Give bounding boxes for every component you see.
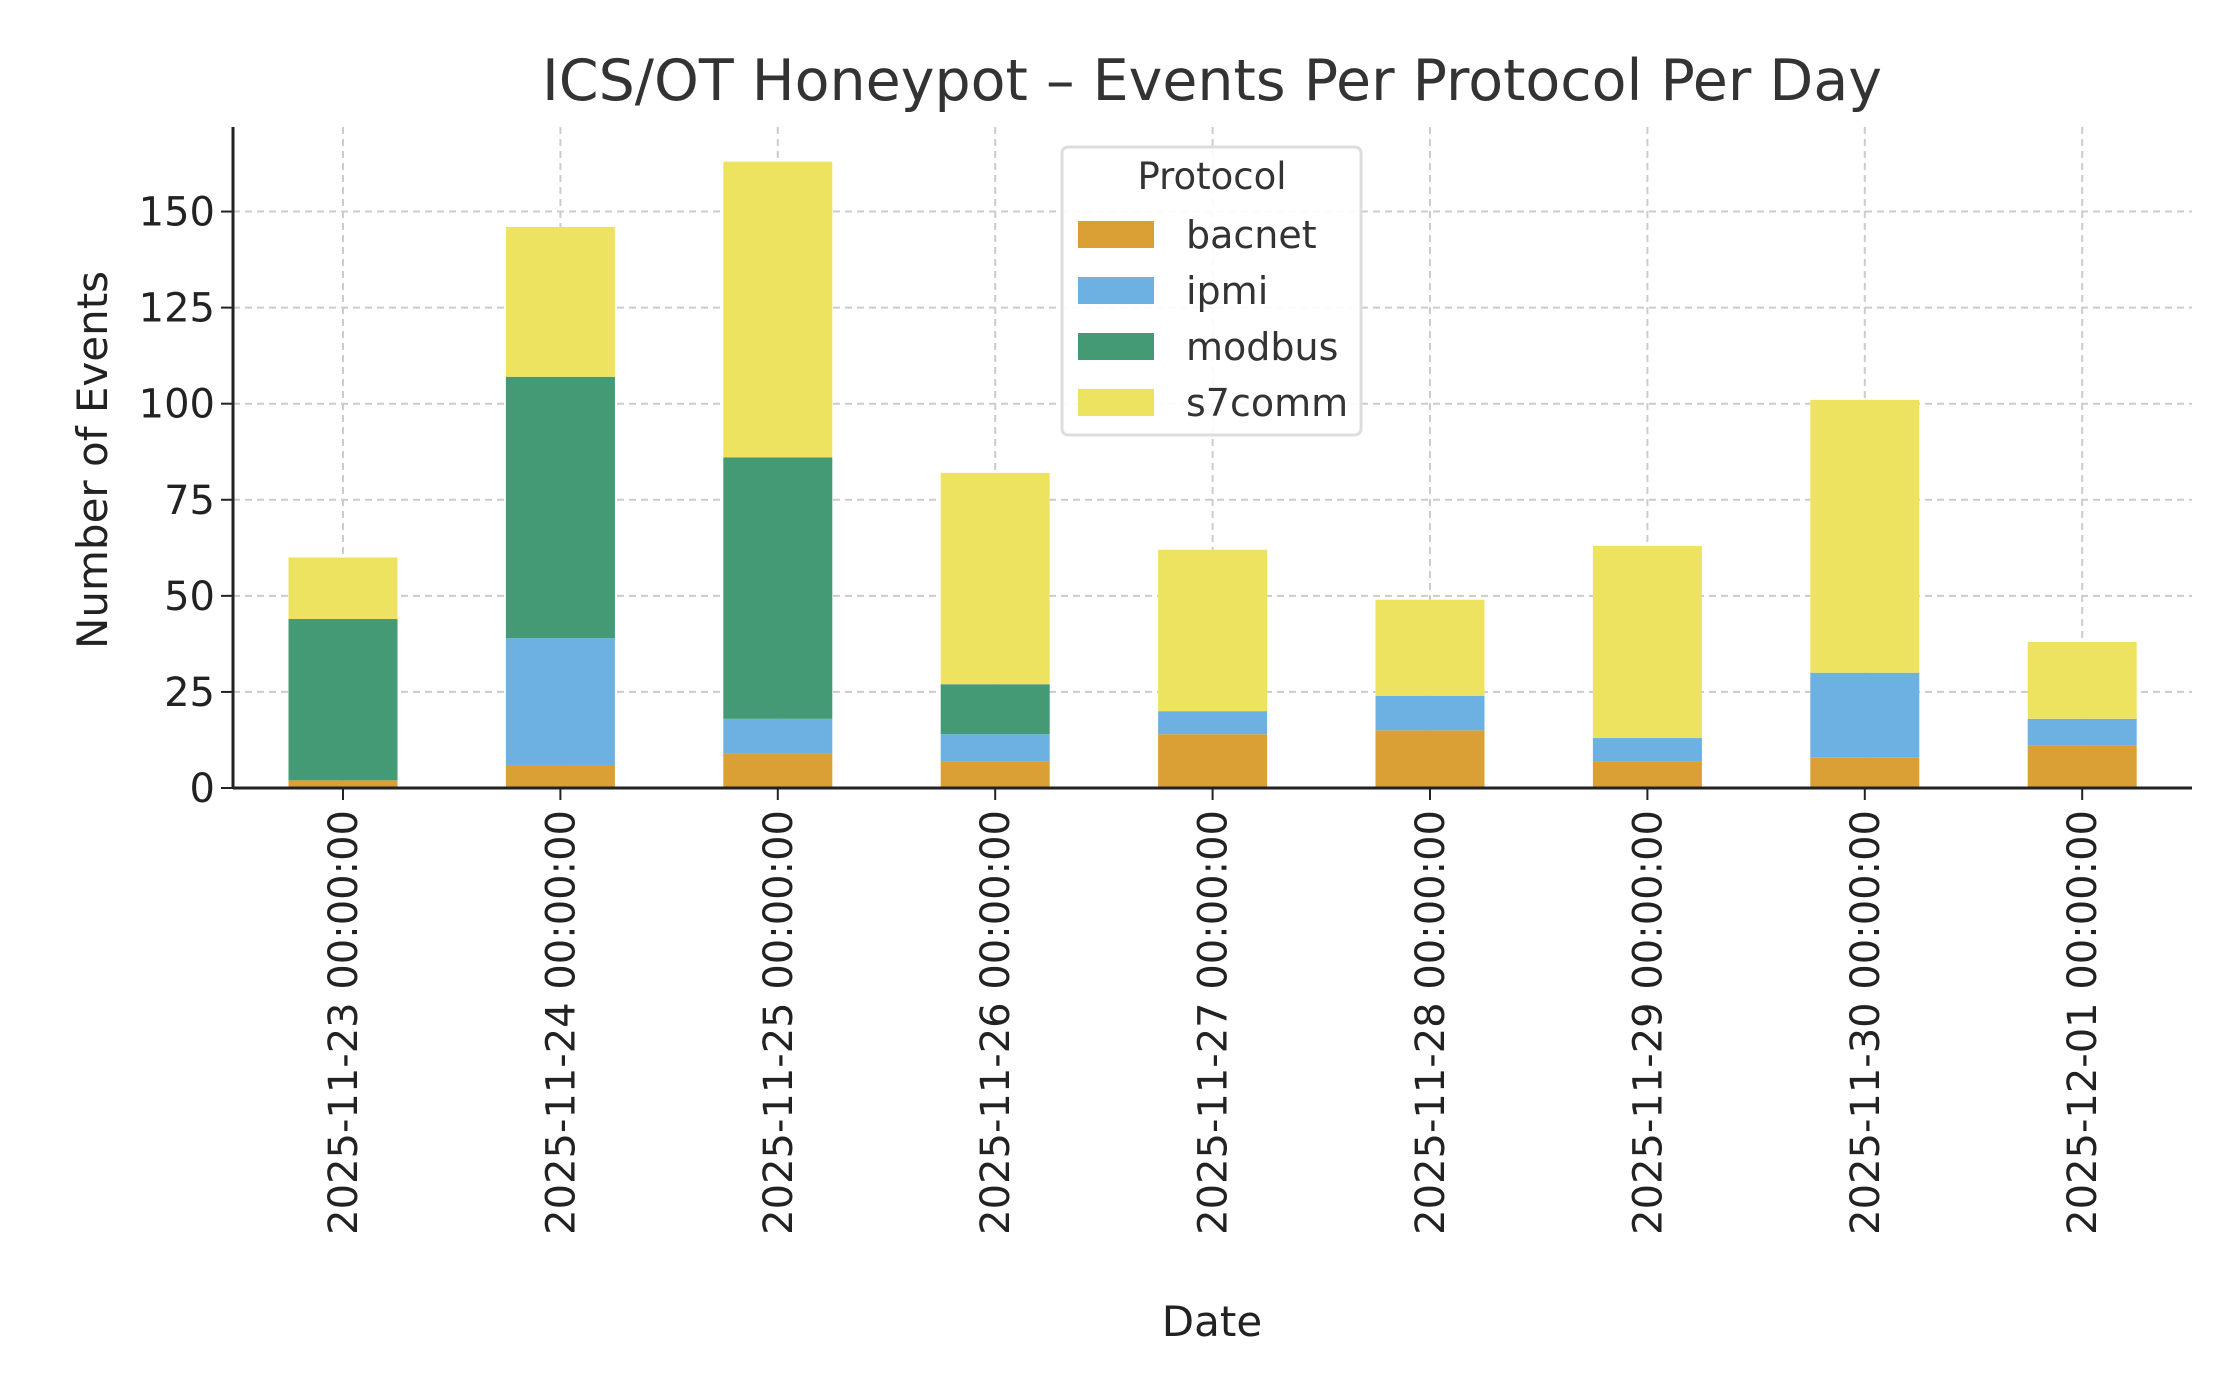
y-tick-label: 25 (164, 670, 215, 716)
x-tick-label: 2025-11-27 00:00:00 (1191, 810, 1237, 1235)
y-tick-label: 100 (139, 382, 215, 428)
x-tick-label: 2025-11-25 00:00:00 (756, 810, 802, 1235)
bar-bacnet (1810, 757, 1920, 788)
x-tick-label: 2025-11-24 00:00:00 (538, 810, 584, 1235)
bar-ipmi (2027, 718, 2137, 746)
bar-ipmi (1810, 672, 1920, 758)
legend-swatch-modbus (1078, 333, 1154, 360)
legend-swatch-ipmi (1078, 277, 1154, 304)
y-tick-label: 0 (190, 766, 215, 812)
bar-ipmi (723, 718, 833, 754)
legend-label-ipmi: ipmi (1186, 269, 1268, 313)
bar-s7comm (288, 557, 398, 619)
bar-ipmi (1375, 695, 1485, 731)
bar-s7comm (505, 226, 615, 377)
bar-bacnet (288, 780, 398, 788)
bar-modbus (288, 618, 398, 781)
bar-s7comm (1375, 599, 1485, 696)
bar-bacnet (723, 753, 833, 788)
bar-bacnet (940, 761, 1050, 788)
bar-s7comm (1810, 399, 1920, 673)
bar-bacnet (1158, 734, 1268, 788)
bar-modbus (505, 376, 615, 639)
y-tick-label: 75 (164, 478, 215, 524)
bar-bacnet (1375, 730, 1485, 788)
x-tick-label: 2025-11-30 00:00:00 (1843, 810, 1889, 1235)
bar-ipmi (505, 638, 615, 765)
bar-s7comm (1158, 549, 1268, 712)
y-tick-label: 125 (139, 286, 215, 332)
bar-s7comm (723, 161, 833, 458)
bar-bacnet (505, 764, 615, 788)
bar-bacnet (2027, 745, 2137, 788)
legend-swatch-s7comm (1078, 389, 1154, 416)
x-tick-label: 2025-12-01 00:00:00 (2060, 810, 2106, 1235)
bar-bacnet (1592, 761, 1702, 788)
x-tick-label: 2025-11-23 00:00:00 (321, 810, 367, 1235)
bar-modbus (940, 684, 1050, 735)
x-axis-label: Date (1162, 1297, 1262, 1346)
legend-label-s7comm: s7comm (1186, 381, 1348, 425)
bar-modbus (723, 457, 833, 719)
y-axis-label: Number of Events (68, 271, 117, 649)
bar-ipmi (940, 734, 1050, 762)
bar-s7comm (940, 472, 1050, 685)
legend-label-bacnet: bacnet (1186, 213, 1317, 257)
x-tick-label: 2025-11-26 00:00:00 (973, 810, 1019, 1235)
bar-ipmi (1592, 738, 1702, 762)
legend-title: Protocol (1137, 155, 1286, 198)
x-tick-label: 2025-11-29 00:00:00 (1625, 810, 1671, 1235)
bar-s7comm (2027, 641, 2137, 719)
x-tick-label: 2025-11-28 00:00:00 (1408, 810, 1454, 1235)
chart-title: ICS/OT Honeypot – Events Per Protocol Pe… (542, 48, 1882, 114)
legend-box (1060, 145, 1363, 437)
bar-ipmi (1158, 711, 1268, 735)
bar-s7comm (1592, 545, 1702, 739)
legend-swatch-bacnet (1078, 221, 1154, 248)
y-tick-label: 150 (139, 190, 215, 236)
y-tick-label: 50 (164, 574, 215, 620)
legend-label-modbus: modbus (1186, 325, 1338, 369)
